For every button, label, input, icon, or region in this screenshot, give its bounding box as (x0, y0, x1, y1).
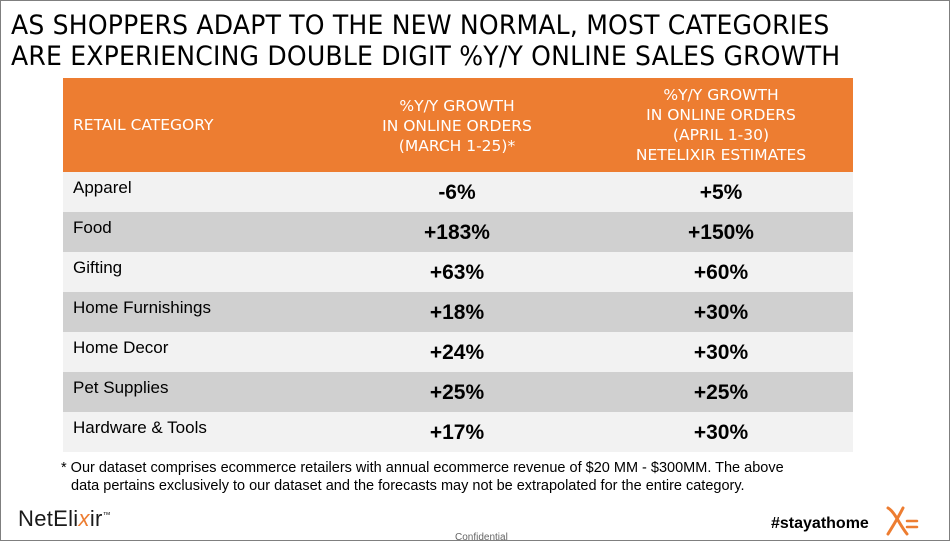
category-cell: Gifting (73, 258, 123, 277)
march-value-cell: +18% (429, 301, 485, 324)
confidential-label: Confidential (455, 532, 508, 543)
category-cell: Apparel (73, 178, 132, 197)
x-brand-icon (886, 506, 919, 536)
april-value-cell: +150% (688, 221, 754, 244)
logo-text-pre: NetEli (18, 506, 79, 531)
header-march-line: IN ONLINE ORDERS (382, 117, 532, 135)
table-row: Pet Supplies +25% +25% (63, 372, 853, 412)
april-value-cell: +30% (693, 421, 749, 444)
header-april-line: NETELIXIR ESTIMATES (635, 146, 807, 164)
april-value-cell: +25% (693, 381, 749, 404)
title-line-1: AS SHOPPERS ADAPT TO THE NEW NORMAL, MOS… (11, 10, 830, 41)
march-value-cell: +25% (429, 381, 485, 404)
header-april-line: IN ONLINE ORDERS (646, 106, 796, 124)
header-category: RETAIL CATEGORY (73, 116, 214, 134)
hashtag-label: #stayathome (771, 515, 869, 532)
footnote: * Our dataset comprises ecommerce retail… (61, 459, 921, 495)
header-march-line: %Y/Y GROWTH (399, 97, 515, 115)
march-value-cell: +17% (429, 421, 485, 444)
header-april-line: (APRIL 1-30) (672, 126, 770, 144)
table-row: Hardware & Tools +17% +30% (63, 412, 853, 452)
table-row: Food +183% +150% (63, 212, 853, 252)
category-cell: Home Furnishings (73, 298, 211, 317)
logo-trademark: ™ (102, 510, 111, 520)
table-row: Apparel -6% +5% (63, 172, 853, 212)
header-march-line: (MARCH 1-25)* (398, 137, 516, 155)
netelixir-logo: NetElixir™ (18, 506, 111, 532)
april-value-cell: +30% (693, 341, 749, 364)
growth-table: RETAIL CATEGORY %Y/Y GROWTH IN ONLINE OR… (63, 78, 853, 452)
header-march: %Y/Y GROWTH IN ONLINE ORDERS (MARCH 1-25… (325, 78, 589, 172)
slide-title: AS SHOPPERS ADAPT TO THE NEW NORMAL, MOS… (11, 10, 876, 72)
table-row: Gifting +63% +60% (63, 252, 853, 292)
table-header: RETAIL CATEGORY %Y/Y GROWTH IN ONLINE OR… (63, 78, 853, 172)
march-value-cell: +24% (429, 341, 485, 364)
category-cell: Hardware & Tools (73, 418, 207, 437)
april-value-cell: +30% (693, 301, 749, 324)
footnote-line-1: * Our dataset comprises ecommerce retail… (61, 460, 784, 476)
table-row: Home Furnishings +18% +30% (63, 292, 853, 332)
logo-text-post: ir (89, 506, 103, 531)
march-value-cell: -6% (438, 181, 476, 204)
category-cell: Food (73, 218, 112, 237)
header-april: %Y/Y GROWTH IN ONLINE ORDERS (APRIL 1-30… (589, 78, 853, 172)
category-cell: Pet Supplies (73, 378, 169, 397)
footnote-line-2: data pertains exclusively to our dataset… (71, 478, 745, 494)
header-april-line: %Y/Y GROWTH (663, 86, 779, 104)
category-cell: Home Decor (73, 338, 169, 357)
table-row: Home Decor +24% +30% (63, 332, 853, 372)
april-value-cell: +5% (699, 181, 743, 204)
march-value-cell: +63% (429, 261, 485, 284)
march-value-cell: +183% (424, 221, 490, 244)
april-value-cell: +60% (693, 261, 749, 284)
logo-text-x: x (78, 506, 90, 531)
title-line-2: ARE EXPERIENCING DOUBLE DIGIT %Y/Y ONLIN… (11, 41, 841, 72)
